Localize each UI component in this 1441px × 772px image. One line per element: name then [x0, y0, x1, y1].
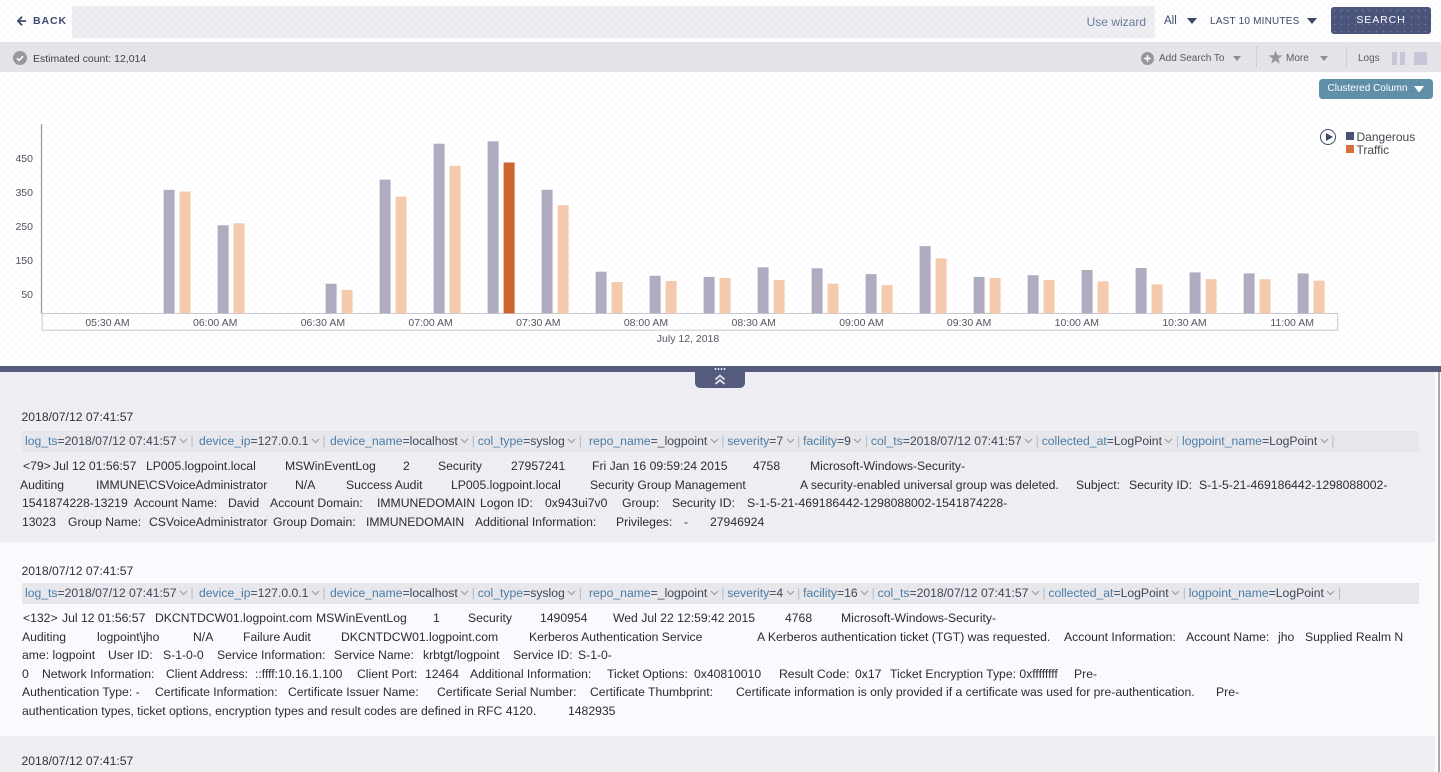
- svg-text:10:30 AM: 10:30 AM: [1162, 317, 1206, 329]
- svg-text:450: 450: [15, 153, 33, 165]
- svg-text:06:30 AM: 06:30 AM: [301, 317, 345, 329]
- svg-text:07:00 AM: 07:00 AM: [408, 317, 452, 329]
- svg-text:10:00 AM: 10:00 AM: [1055, 317, 1099, 329]
- svg-text:11:00 AM: 11:00 AM: [1270, 317, 1314, 329]
- svg-text:09:00 AM: 09:00 AM: [839, 317, 883, 329]
- svg-text:08:00 AM: 08:00 AM: [624, 317, 668, 329]
- svg-text:50: 50: [21, 289, 33, 301]
- svg-text:09:30 AM: 09:30 AM: [947, 317, 991, 329]
- svg-text:06:00 AM: 06:00 AM: [193, 317, 237, 329]
- svg-text:05:30 AM: 05:30 AM: [85, 317, 129, 329]
- svg-text:250: 250: [15, 221, 33, 233]
- svg-text:July 12, 2018: July 12, 2018: [657, 333, 720, 345]
- svg-text:07:30 AM: 07:30 AM: [516, 317, 560, 329]
- svg-text:350: 350: [15, 187, 33, 199]
- svg-text:150: 150: [15, 255, 33, 267]
- svg-text:08:30 AM: 08:30 AM: [732, 317, 776, 329]
